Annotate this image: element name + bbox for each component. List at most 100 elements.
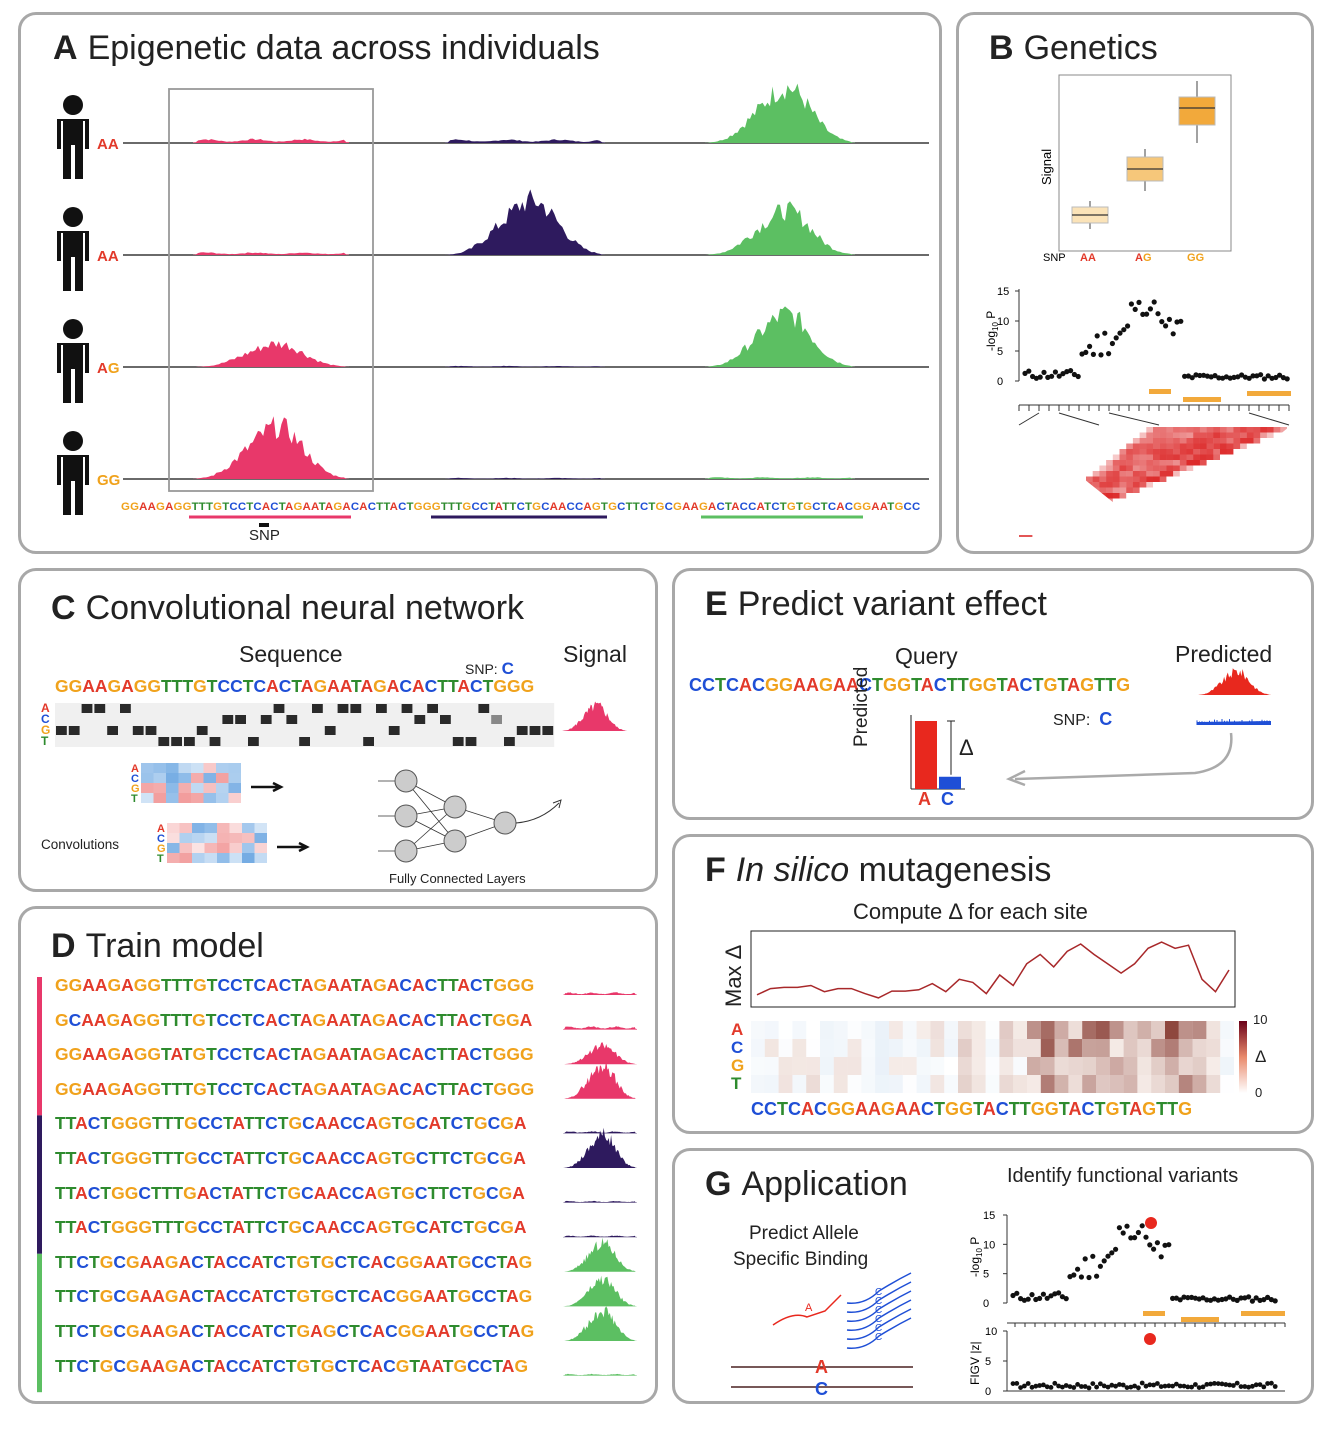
ld-cell xyxy=(1159,443,1174,449)
training-sequence: TTACTGGCTTTGACTATTCTGCAACCAGTGCTTCTGCGA xyxy=(55,1182,525,1203)
manhattan-point xyxy=(1105,1253,1111,1259)
genotype-tick: AG xyxy=(1135,252,1152,264)
filter-cell xyxy=(141,793,154,803)
figv-point xyxy=(1033,1383,1039,1389)
ld-cell xyxy=(1213,432,1227,438)
y-tick-label: 5 xyxy=(983,1269,989,1281)
ld-cell xyxy=(1092,482,1107,488)
manhattan-point xyxy=(1037,374,1043,380)
heatmap-cell xyxy=(916,1075,931,1093)
manhattan-point xyxy=(1170,331,1176,337)
figv-point xyxy=(1246,1384,1251,1390)
manhattan-point xyxy=(1056,1290,1062,1296)
figv-point xyxy=(1231,1383,1236,1388)
filter-cell xyxy=(204,823,217,833)
one-hot-cell xyxy=(171,737,182,746)
manhattan-point xyxy=(1071,1272,1077,1278)
ld-cell xyxy=(1139,482,1153,488)
one-hot-cell xyxy=(145,726,157,735)
figv-point xyxy=(1101,1383,1107,1389)
manhattan-ylabel: -log10 P xyxy=(968,1237,984,1277)
manhattan-point xyxy=(1120,1230,1126,1236)
ld-cell xyxy=(1132,465,1147,471)
manhattan-point xyxy=(1177,1297,1183,1303)
manhattan-point xyxy=(1154,1240,1160,1246)
panel-b-title: B Genetics xyxy=(989,29,1158,67)
ld-cell xyxy=(1119,454,1133,460)
asb-line1: Predict Allele xyxy=(749,1223,859,1244)
heatmap-cell xyxy=(1206,1039,1221,1057)
heatmap-cell xyxy=(1082,1075,1096,1093)
green-signal-peak xyxy=(705,201,855,255)
manhattan-point xyxy=(1117,330,1123,336)
training-signal xyxy=(563,1237,637,1272)
figv-point xyxy=(1079,1384,1084,1389)
heatmap-cell xyxy=(999,1057,1014,1075)
base-label: C xyxy=(731,1038,743,1057)
manhattan-point xyxy=(1101,1258,1107,1264)
one-hot-cell xyxy=(132,726,144,735)
filter-cell xyxy=(191,783,204,793)
manhattan-point xyxy=(1182,373,1188,379)
figv-point xyxy=(1052,1380,1058,1386)
heatmap-cell xyxy=(930,1075,945,1093)
figv-point xyxy=(1018,1385,1023,1390)
read-allele-c: C xyxy=(875,1323,882,1334)
ld-cell xyxy=(1206,449,1220,455)
manhattan-point xyxy=(1250,373,1256,379)
manhattan-point xyxy=(1113,1246,1119,1252)
nn-node xyxy=(443,829,467,853)
heatmap-cell xyxy=(1109,1075,1124,1093)
heatmap-cell xyxy=(833,1021,848,1039)
training-sequence: TTACTGGGTTTGCCTATTCTGCAACCAGTGCATCTGCGA xyxy=(55,1113,527,1134)
heatmap-cell xyxy=(861,1075,876,1093)
ld-cell xyxy=(1206,443,1220,449)
base-label: T xyxy=(157,853,164,865)
figv-point xyxy=(1067,1384,1073,1389)
read-allele-c: C xyxy=(875,1305,882,1316)
gene-bar xyxy=(1143,1311,1165,1316)
ld-cell xyxy=(1092,487,1107,493)
heatmap-cell xyxy=(1123,1057,1138,1075)
read-allele-c: C xyxy=(875,1287,882,1298)
manhattan-point xyxy=(1049,373,1055,379)
manhattan-point xyxy=(1216,375,1222,381)
ld-cell xyxy=(1139,449,1153,455)
green-signal-peak xyxy=(705,83,855,143)
heatmap-cell xyxy=(764,1057,779,1075)
ld-cell xyxy=(1166,432,1180,438)
group-bar xyxy=(37,1115,42,1254)
allele-a-label: A xyxy=(815,1357,828,1377)
heatmap-cell xyxy=(971,1021,986,1039)
one-hot-cell xyxy=(299,737,310,746)
heatmap-cell xyxy=(764,1075,779,1093)
filter-cell xyxy=(167,843,180,853)
snp-label: SNP xyxy=(1043,252,1066,264)
nn-node xyxy=(394,769,418,793)
heatmap-cell xyxy=(751,1039,765,1057)
ld-cell xyxy=(1159,454,1174,460)
manhattan-point xyxy=(1189,375,1195,381)
filter-cell xyxy=(179,833,192,843)
one-hot-cell xyxy=(184,737,195,746)
ld-cell xyxy=(1260,432,1274,438)
heatmap-cell xyxy=(1082,1021,1096,1039)
max-delta-line xyxy=(756,941,1230,999)
heatmap-cell xyxy=(958,1075,972,1093)
heatmap-cell xyxy=(944,1057,958,1075)
ld-cell xyxy=(1153,427,1167,433)
filter-cell xyxy=(228,783,241,793)
nn-node xyxy=(443,795,467,819)
ld-cell xyxy=(1132,482,1147,488)
manhattan-point xyxy=(1090,351,1096,357)
manhattan-point xyxy=(1087,343,1093,349)
manhattan-point xyxy=(1121,327,1127,333)
genotype-label: AA xyxy=(97,136,119,153)
pink-signal-peak xyxy=(193,138,349,143)
manhattan-point xyxy=(1109,1250,1115,1256)
manhattan-point xyxy=(1212,373,1218,379)
pink-signal-peak xyxy=(193,252,349,255)
convolutions-label: Convolutions xyxy=(41,837,120,852)
read-allele-c: C xyxy=(875,1314,882,1325)
heatmap-cell xyxy=(985,1021,1000,1039)
